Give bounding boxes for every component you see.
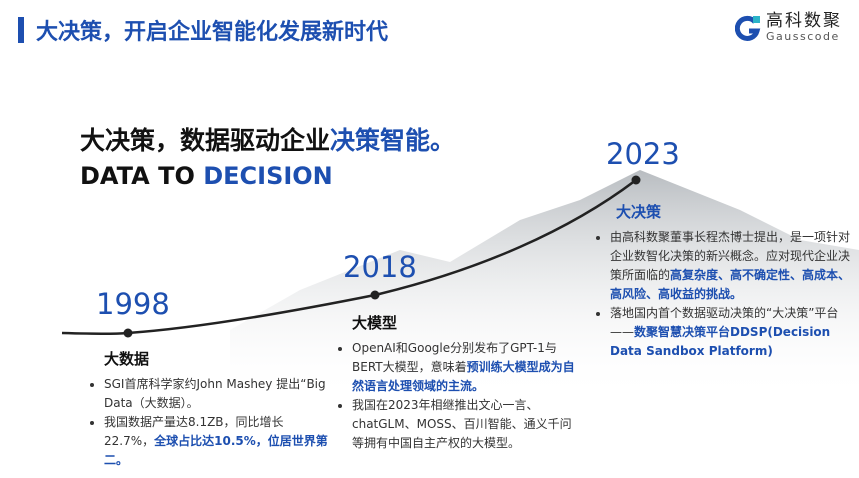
page-title: 大决策，开启企业智能化发展新时代 bbox=[36, 20, 389, 45]
year-1998: 1998 bbox=[96, 287, 170, 321]
year-2023: 2023 bbox=[606, 137, 680, 171]
timeline-dot-2023 bbox=[631, 175, 641, 185]
title-accent-bar bbox=[18, 17, 24, 43]
bullet: SGI首席科学家约John Mashey 提出“Big Data（大数据）。 bbox=[104, 375, 332, 413]
timeline-dot-2018 bbox=[370, 290, 380, 300]
logo: 高科数聚 Gausscode bbox=[735, 12, 842, 43]
timeline-curve bbox=[61, 179, 637, 335]
bullet: 落地国内首个数据驱动决策的“大决策”平台——数聚智慧决策平台DDSP(Decis… bbox=[610, 304, 852, 361]
bullet: 由高科数聚董事长程杰博士提出，是一项针对企业数智化决策的新兴概念。应对现代企业决… bbox=[610, 228, 852, 304]
headline-en: DATA TO DECISION bbox=[80, 162, 333, 190]
bullet: 我国在2023年相继推出文心一言、chatGLM、MOSS、百川智能、通义千问等… bbox=[352, 396, 580, 453]
bullet: OpenAI和Google分别发布了GPT-1与BERT大模型，意味着预训练大模… bbox=[352, 339, 580, 396]
gausscode-logo-icon bbox=[735, 15, 761, 41]
timeline-dot-1998 bbox=[123, 328, 133, 338]
section-big-model: 大模型 OpenAI和Google分别发布了GPT-1与BERT大模型，意味着预… bbox=[340, 312, 580, 453]
year-2018: 2018 bbox=[343, 250, 417, 284]
headline: 大决策，数据驱动企业决策智能。 bbox=[80, 126, 456, 155]
bullet: 我国数据产量达8.1ZB，同比增长22.7%，全球占比达10.5%，位居世界第二… bbox=[104, 413, 332, 470]
section-big-data: 大数据 SGI首席科学家约John Mashey 提出“Big Data（大数据… bbox=[92, 348, 332, 470]
section-big-decision: 大决策 由高科数聚董事长程杰博士提出，是一项针对企业数智化决策的新兴概念。应对现… bbox=[598, 201, 852, 361]
